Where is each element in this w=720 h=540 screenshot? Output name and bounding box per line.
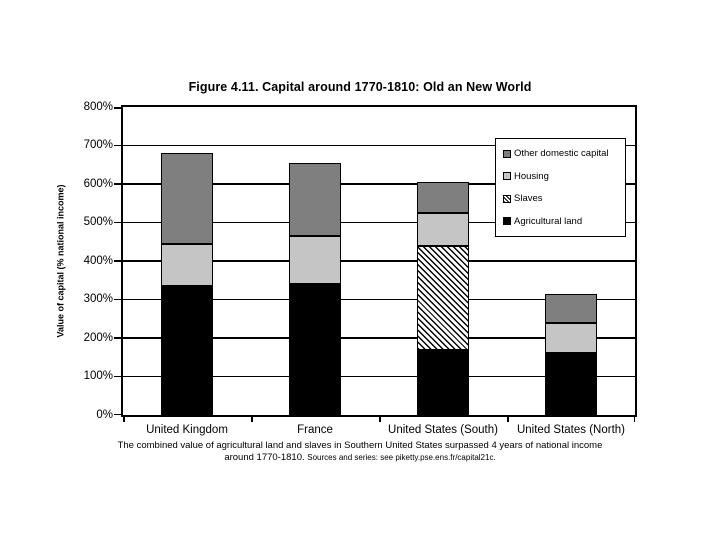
x-axis-label: United States (South)	[388, 424, 498, 436]
bar-segment	[161, 153, 213, 244]
y-tick-mark	[114, 260, 121, 262]
y-tick-mark	[114, 375, 121, 378]
legend-label: Slaves	[514, 193, 543, 205]
y-tick-mark	[114, 337, 121, 339]
x-tick-mark	[633, 416, 635, 422]
bar-segment	[417, 349, 469, 415]
y-tick-label: 100%	[83, 370, 113, 382]
x-tick-mark	[251, 416, 253, 422]
legend-label: Agricultural land	[514, 215, 583, 227]
legend-box: Other domestic capital Housing Slaves Agric…	[495, 138, 626, 237]
y-tick-mark	[114, 221, 121, 224]
y-tick-label: 600%	[83, 177, 113, 190]
x-tick-mark	[379, 416, 381, 422]
legend-swatch-slaves	[503, 194, 511, 203]
y-tick-mark	[114, 413, 121, 415]
legend-swatch-other-domestic-capital	[503, 149, 511, 158]
legend-item: Slaves	[503, 193, 623, 204]
y-tick-label: 0%	[96, 408, 113, 421]
bar-segment	[161, 243, 213, 287]
y-tick-label: 300%	[83, 293, 113, 305]
grid-line	[123, 337, 635, 339]
legend-swatch-agricultural-land	[503, 217, 511, 226]
legend-swatch-housing	[503, 172, 511, 181]
grid-line	[123, 260, 635, 262]
x-tick-mark	[123, 416, 125, 422]
y-tick-mark	[114, 107, 121, 109]
caption-line2: around 1770-1810.	[224, 452, 305, 463]
grid-line	[123, 183, 635, 185]
y-tick-mark	[114, 183, 121, 185]
grid-line	[123, 144, 635, 147]
bar-segment	[289, 235, 341, 285]
legend-item: Agricultural land	[503, 216, 623, 227]
grid-line	[123, 375, 635, 378]
y-tick-mark	[114, 298, 121, 301]
bar-segment	[417, 182, 469, 213]
y-tick-label: 700%	[83, 139, 113, 151]
y-tick-label: 400%	[83, 254, 113, 267]
x-axis-label: United Kingdom	[146, 424, 228, 436]
caption-source-note: Sources and series: see piketty.pse.ens.…	[307, 453, 496, 462]
bar-segment	[545, 353, 597, 415]
y-tick-mark	[114, 144, 121, 147]
bar-segment	[417, 245, 469, 350]
y-tick-label: 500%	[83, 216, 113, 228]
grid-line	[123, 221, 635, 224]
bar-segment	[289, 284, 341, 415]
grid-line	[123, 298, 635, 301]
plot-area: Other domestic capital Housing Slaves Agric…	[84, 101, 637, 436]
chart-title: Figure 4.11. Capital around 1770-1810: O…	[188, 80, 532, 94]
bar-segment	[417, 212, 469, 246]
legend-label: Other domestic capital	[514, 148, 609, 159]
y-tick-label: 200%	[83, 331, 113, 344]
x-axis-label: France	[297, 424, 333, 436]
bar-segment	[289, 162, 341, 236]
caption: The combined value of agricultural land …	[60, 440, 660, 464]
x-tick-mark	[507, 416, 509, 422]
bar-segment	[545, 293, 597, 323]
x-axis-label: United States (North)	[516, 424, 625, 436]
y-tick-label: 800%	[83, 100, 113, 113]
bar-segment	[545, 322, 597, 354]
bar-segment	[161, 286, 213, 415]
legend-label: Housing	[514, 170, 549, 182]
legend-item: Other domestic capital	[503, 148, 623, 159]
legend-item: Housing	[503, 171, 623, 182]
caption-line1: The combined value of agricultural land …	[117, 440, 603, 451]
